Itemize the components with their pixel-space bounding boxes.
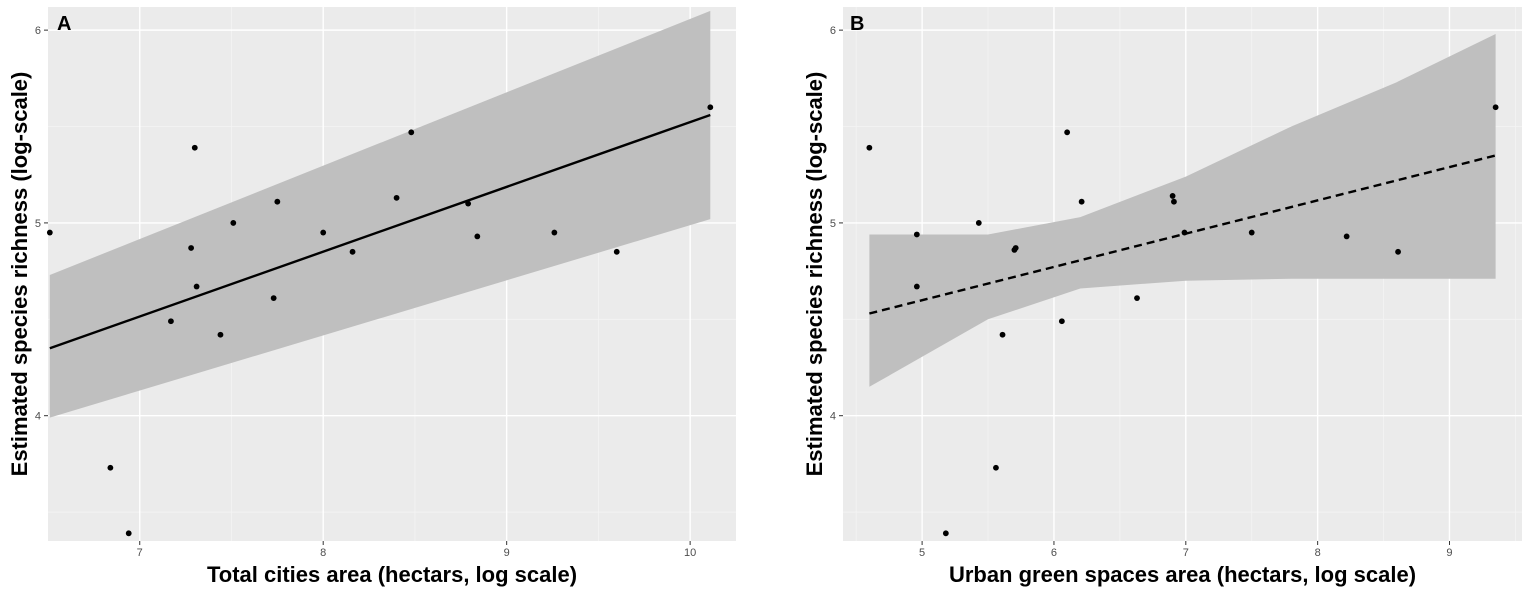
chart-1-panel-label: B <box>850 13 864 35</box>
chart-0-data-point <box>107 464 114 471</box>
chart-0-data-point <box>465 200 472 207</box>
chart-0-data-point <box>188 245 195 251</box>
chart-0-x-tick-label: 8 <box>320 547 326 559</box>
chart-1-data-point <box>1181 229 1188 236</box>
chart-0-confidence-band <box>49 10 711 418</box>
chart-1-x-tick-label: 5 <box>919 547 925 559</box>
chart-1-data-point <box>1134 295 1140 301</box>
chart-1-y-tick-label: 4 <box>830 411 836 423</box>
chart-0-data-point <box>168 318 174 325</box>
chart-0-data-point <box>613 248 620 255</box>
chart-1-data-point <box>975 220 982 226</box>
chart-0-x-axis-title: Total cities area (hectars, log scale) <box>207 562 577 587</box>
chart-0-data-point <box>191 144 198 151</box>
chart-1-x-tick-label: 9 <box>1446 547 1452 559</box>
chart-1-regression-line <box>869 154 1496 315</box>
chart-1-data-point <box>1248 229 1255 236</box>
chart-1-data-point <box>1012 245 1019 251</box>
chart-0-x-tick-label: 10 <box>684 547 696 559</box>
chart-1-x-axis-title: Urban green spaces area (hectars, log sc… <box>949 562 1416 587</box>
chart-1-data-point <box>1492 104 1499 111</box>
chart-1-x-tick-label: 7 <box>1183 547 1189 559</box>
chart-0-data-point <box>349 248 356 255</box>
chart-1-data-point <box>1171 198 1177 205</box>
chart-0-y-axis-title: Estimated species richness (log-scale) <box>7 72 32 477</box>
chart-0-y-tick-label: 4 <box>35 411 41 423</box>
chart-1-y-tick-label: 6 <box>830 25 836 37</box>
chart-1-x-tick-label: 6 <box>1051 547 1057 559</box>
chart-1-y-tick-label: 5 <box>830 218 836 230</box>
chart-1-x-tick-label: 8 <box>1315 547 1321 559</box>
chart-1-data-point <box>1078 198 1085 205</box>
chart-0-x-tick-label: 9 <box>504 547 510 559</box>
chart-0-data-point <box>707 104 714 111</box>
chart-0-data-point <box>408 129 415 136</box>
chart-0-data-point <box>193 283 200 290</box>
chart-1-data-point <box>1169 193 1176 199</box>
chart-1-confidence-band <box>869 34 1496 387</box>
chart-1-data-point <box>913 231 920 238</box>
chart-1-data-point <box>1343 233 1350 240</box>
chart-0-data-point <box>320 229 327 236</box>
chart-0-data-point <box>551 229 558 236</box>
chart-0-data-point <box>393 194 400 201</box>
chart-0-data-point <box>474 233 481 240</box>
chart-0-data-point <box>274 198 281 205</box>
panel-a: 7 8 9 10 4 5 6 Total cities area (hectars, log … <box>7 7 736 587</box>
chart-1-y-axis-title: Estimated species richness (log-scale) <box>802 72 827 477</box>
chart-1-data-point <box>1064 129 1071 136</box>
chart-1-data-point <box>993 464 999 471</box>
chart-0-x-tick-label: 7 <box>137 547 143 559</box>
chart-0-data-point <box>46 229 53 236</box>
chart-0-data-point <box>230 220 237 226</box>
chart-0-data-point <box>217 331 224 338</box>
chart-1-data-point <box>1395 248 1401 255</box>
chart-1-data-point <box>913 283 920 290</box>
chart-0-y-tick-label: 6 <box>35 25 41 37</box>
chart-0-data-point <box>270 295 277 301</box>
chart-0-data-point <box>125 530 132 537</box>
chart-1-data-point <box>999 331 1006 338</box>
chart-1-data-point <box>866 144 873 151</box>
chart-0-y-tick-label: 5 <box>35 218 41 230</box>
chart-1-data-point <box>1058 318 1065 325</box>
panel-b: 5 6 7 8 9 4 5 6 Urban green spaces area (hectars… <box>802 7 1522 587</box>
chart-0-panel-label: A <box>57 13 71 35</box>
chart-1-data-point <box>942 530 949 537</box>
chart-0-regression-line <box>49 113 711 350</box>
